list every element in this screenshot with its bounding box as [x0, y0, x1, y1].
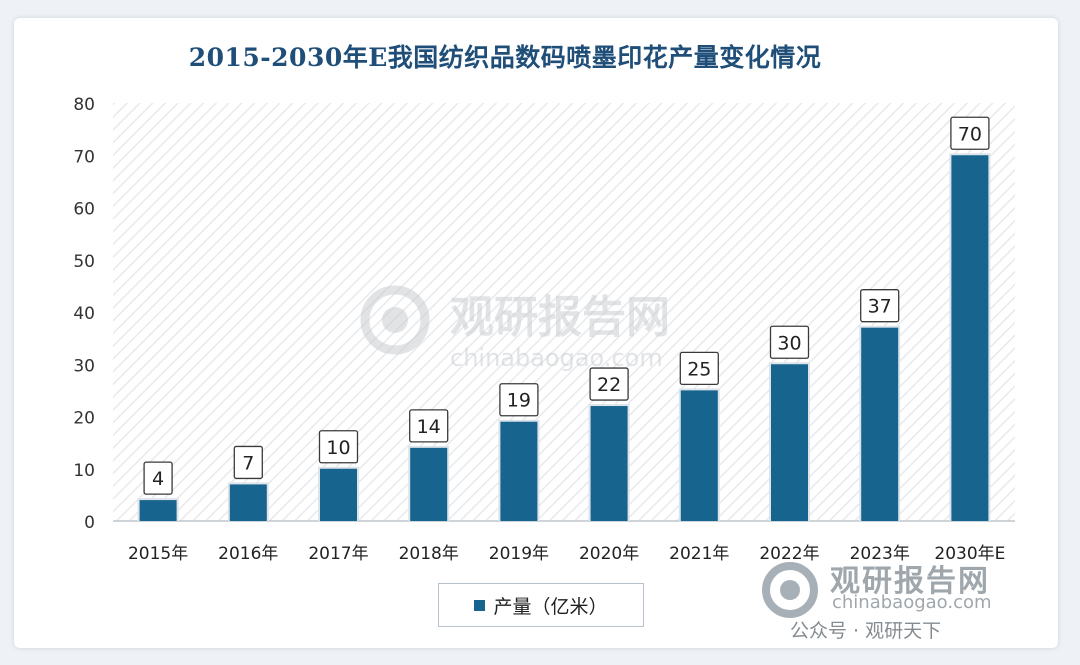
- bar: [680, 390, 718, 521]
- data-label: 22: [597, 374, 621, 396]
- data-label-box: [950, 116, 990, 150]
- data-label: 14: [417, 416, 441, 438]
- x-tick-label: 2017年: [308, 544, 368, 564]
- watermark-corner-sub: 公众号 · 观研天下: [790, 620, 942, 642]
- bar: [229, 484, 267, 521]
- y-tick-label: 60: [73, 200, 95, 220]
- y-tick-label: 70: [73, 147, 95, 167]
- watermark-center: 观研报告网 chinabaogao.com: [360, 285, 670, 372]
- data-label-box: [409, 409, 449, 443]
- x-tick-label: 2015年: [128, 544, 188, 564]
- legend-swatch: [474, 599, 486, 611]
- data-label-box: [860, 289, 900, 323]
- bar: [139, 500, 177, 521]
- y-tick-label: 20: [73, 409, 95, 429]
- watermark-center-cn: 观研报告网: [450, 292, 670, 343]
- data-label: 25: [687, 358, 711, 380]
- chart-title: 2015-2030年E我国纺织品数码喷墨印花产量变化情况: [188, 43, 822, 72]
- y-tick-label: 40: [73, 304, 95, 324]
- data-label-box: [499, 383, 539, 417]
- data-label: 7: [242, 452, 254, 474]
- data-label-box: [589, 367, 629, 401]
- bar: [951, 155, 989, 521]
- data-label: 4: [152, 468, 164, 490]
- x-tick-label: 2022年: [759, 544, 819, 564]
- x-tick-label: 2018年: [399, 544, 459, 564]
- y-tick-label: 50: [73, 252, 95, 272]
- watermark-center-en: chinabaogao.com: [450, 344, 663, 372]
- data-label-box: [769, 325, 810, 359]
- data-label-box: [679, 351, 719, 386]
- data-label: 37: [868, 296, 892, 318]
- watermark-corner-en: chinabaogao.com: [832, 592, 992, 613]
- data-label-box: [318, 430, 359, 464]
- bar: [771, 364, 808, 521]
- data-label: 10: [326, 437, 350, 459]
- x-tick-label: 2030年E: [934, 544, 1005, 564]
- watermark-logo-icon: [762, 562, 818, 618]
- x-tick-label: 2019年: [489, 544, 549, 564]
- y-tick-label: 0: [84, 513, 95, 533]
- bar: [410, 447, 448, 521]
- x-tick-label: 2021年: [669, 544, 729, 564]
- data-label: 70: [958, 123, 982, 145]
- watermark-logo-icon: [360, 285, 430, 355]
- y-tick-label: 30: [73, 356, 95, 376]
- watermark-corner: 观研报告网 chinabaogao.com 公众号 · 观研天下: [740, 552, 1040, 647]
- data-label: 19: [507, 390, 531, 412]
- legend-label: 产量（亿米）: [493, 595, 608, 618]
- bar: [861, 327, 899, 521]
- y-tick-label: 10: [73, 461, 95, 481]
- data-label-box: [143, 461, 173, 495]
- data-label: 30: [777, 332, 801, 354]
- x-tick-label: 2016年: [218, 544, 278, 564]
- x-tick-label: 2023年: [850, 544, 910, 564]
- bar: [320, 468, 357, 521]
- data-label-box: [233, 445, 263, 480]
- watermark-corner-cn: 观研报告网: [830, 564, 990, 599]
- y-tick-label: 80: [73, 95, 95, 115]
- bar: [500, 421, 538, 521]
- bar: [590, 406, 628, 521]
- x-tick-label: 2020年: [579, 544, 639, 564]
- legend: 产量（亿米）: [438, 583, 644, 627]
